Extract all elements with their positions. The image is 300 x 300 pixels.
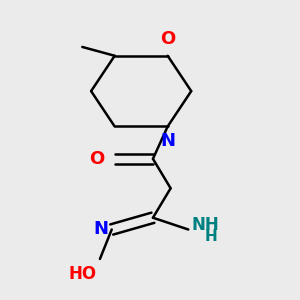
Text: HO: HO [69,265,97,283]
Text: N: N [160,132,175,150]
Text: N: N [94,220,109,238]
Text: NH: NH [191,216,219,234]
Text: O: O [160,30,175,48]
Text: O: O [89,150,104,168]
Text: H: H [205,230,217,244]
